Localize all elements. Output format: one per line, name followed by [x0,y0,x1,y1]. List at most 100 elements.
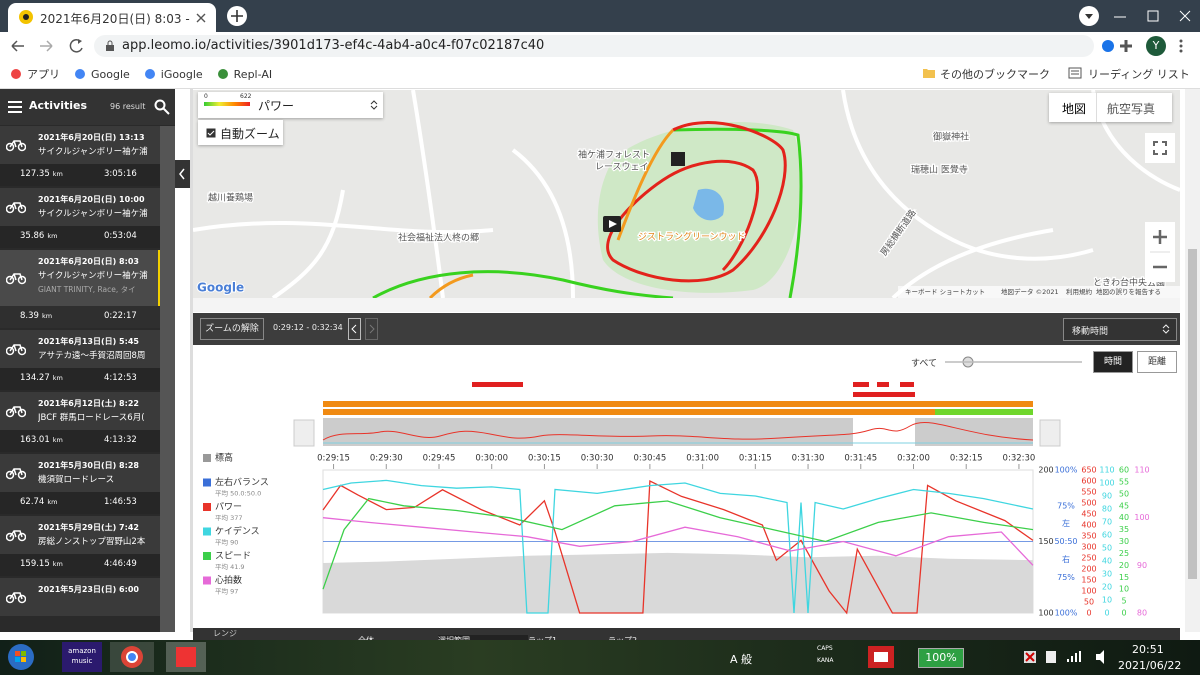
zoom-controls[interactable] [1145,222,1175,282]
activity-item[interactable]: 2021年6月20日(日) 8:03 サイクルジャンボリー袖ケ浦 GIANT TRI… [0,250,160,306]
dropdown-arrow [370,100,378,110]
activity-distance: 127.35 km [20,169,63,179]
x-tick-label: 0:29:15 [317,454,350,464]
activity-title: アサテカ遠〜手賀沼周回8周 [38,351,146,361]
bookmark[interactable]: Repl-AI [217,68,272,81]
distance-unit: km [47,498,58,506]
taskbar-apps[interactable] [108,641,208,673]
distance-unit: km [52,374,63,382]
lap-marker [900,382,914,387]
bookmark[interactable]: iGoogle [144,68,203,81]
map-roads [193,90,1180,298]
legend-average: 平均 377 [215,513,242,522]
overview-nav[interactable] [293,419,315,447]
range-nav[interactable] [348,318,378,340]
tray-app[interactable] [866,644,896,670]
range-tab[interactable]: レンジ [213,629,237,638]
activity-item[interactable]: 2021年6月20日(日) 10:00 サイクルジャンボリー袖ケ浦 [0,188,160,226]
activity-item[interactable]: 2021年6月20日(日) 13:13 サイクルジャンボリー袖ケ浦 [0,126,160,164]
map-type: 地図 航空写真 [1049,93,1172,122]
bookmark[interactable]: Google [74,68,130,81]
auto-zoom[interactable]: 自動ズーム [198,120,283,145]
legend-checkbox [203,454,211,462]
fullscreen[interactable] [1145,133,1175,163]
activity-list: 2021年6月20日(日) 13:13 サイクルジャンボリー袖ケ浦 127.35 km… [0,126,160,616]
tab-list: 全体選択範囲ラップ1ラップ2 [358,628,688,646]
overview-line [322,422,1034,441]
y-tick-label: 0 [1086,609,1091,618]
start-button[interactable] [6,642,36,672]
axis-mode[interactable]: 距離 [1137,351,1177,373]
music-app[interactable]: amazon music [62,642,102,672]
wheel [6,532,15,542]
wheel [17,204,26,214]
new-tab[interactable] [226,5,248,27]
legend-label: スピード [215,551,251,562]
extension-icons[interactable] [1100,36,1160,56]
legend-checkbox [203,552,211,560]
media-button[interactable] [1078,5,1100,27]
clock-time[interactable]: 20:51 [1132,643,1164,656]
activity-date: 2021年6月20日(日) 10:00 [38,195,145,204]
route-green [672,127,803,298]
reading-list[interactable]: リーディング リスト [1088,68,1190,81]
satellite-button[interactable]: 航空写真 [1107,102,1156,116]
bookmark-icon-shape [11,69,21,79]
map-footer: 利用規約 [1066,287,1093,296]
ime[interactable]: A 般 [730,653,753,666]
map-button[interactable]: 地図 [1062,102,1087,116]
tab-title: 2021年6月20日(日) 8:03 - LEO [40,12,190,26]
map-label: レースウェイ [595,162,649,173]
reset-zoom[interactable]: ズームの解除 [200,318,264,340]
bookmark[interactable]: アプリ [10,66,60,82]
metric-min: 0 [204,93,208,100]
y-tick-label: 300 [1081,543,1096,552]
nav-buttons[interactable] [8,36,88,56]
collapse-button[interactable] [175,160,190,188]
y-tick-label: 50 [1102,544,1112,553]
y-tick-label: 40 [1102,557,1112,566]
x-tick-label: 0:30:30 [581,454,614,464]
map-label: 御嶽神社 [933,131,969,143]
y-tick-label: 100 [1081,587,1096,596]
axis-mode[interactable]: 時間 [1093,351,1133,373]
activity-stats: 127.35 km 3:05:16 [0,164,160,186]
window-controls[interactable] [1110,8,1198,24]
route-orange [428,128,675,298]
y-tick-label: 55 [1119,477,1129,486]
tray-icons[interactable] [1022,648,1112,666]
time-mode[interactable]: 移動時間 [1063,318,1177,341]
sidebar-header: Activities 96 result [0,89,175,125]
checkbox[interactable] [206,128,216,138]
x-tick-label: 0:31:00 [686,454,719,464]
profile[interactable]: Y [1146,36,1166,56]
lap-marker [472,382,523,387]
activity-item[interactable]: 2021年6月12日(土) 8:22 JBCF 群馬ロードレース6月( [0,392,160,430]
activity-item[interactable]: 2021年5月23日(日) 6:00 [0,578,160,616]
metric-selector[interactable]: 0 622 パワー [198,92,383,118]
map-marker[interactable] [671,152,685,166]
metric-gradient [204,102,250,106]
activity-item[interactable]: 2021年5月30日(日) 8:28 機須賀ロードレース [0,454,160,492]
y-tick-label: 100% [1055,609,1078,618]
x-tick-label: 0:30:45 [633,454,666,464]
battery[interactable]: 100% [918,648,964,668]
address-bar[interactable]: app.leomo.io/activities/3901d173-ef4c-4a… [94,35,1094,57]
activity-date: 2021年6月12日(土) 8:22 [38,399,139,408]
scroll-thumb[interactable] [1188,249,1197,579]
search-icon[interactable] [154,99,170,115]
legend-label: 心拍数 [215,574,242,586]
clock-date[interactable]: 2021/06/22 [1118,659,1182,672]
overview-nav[interactable] [1039,419,1061,447]
activity-stats: 8.39 km 0:22:17 [0,306,160,328]
other-bookmarks[interactable]: その他のブックマーク [940,68,1050,81]
activity-item[interactable]: 2021年5月29日(土) 7:42 房総ノンストップ習野山2本 [0,516,160,554]
menu[interactable] [1176,38,1186,54]
y-tick-label: 450 [1081,510,1096,519]
activity-item[interactable]: 2021年6月13日(日) 5:45 アサテカ遠〜手賀沼周回8周 [0,330,160,368]
tab-close[interactable] [196,13,206,23]
frame [9,592,23,600]
active-tab[interactable]: 2021年6月20日(日) 8:03 - LEO [8,3,216,32]
activity-distance: 62.74 km [20,497,57,507]
